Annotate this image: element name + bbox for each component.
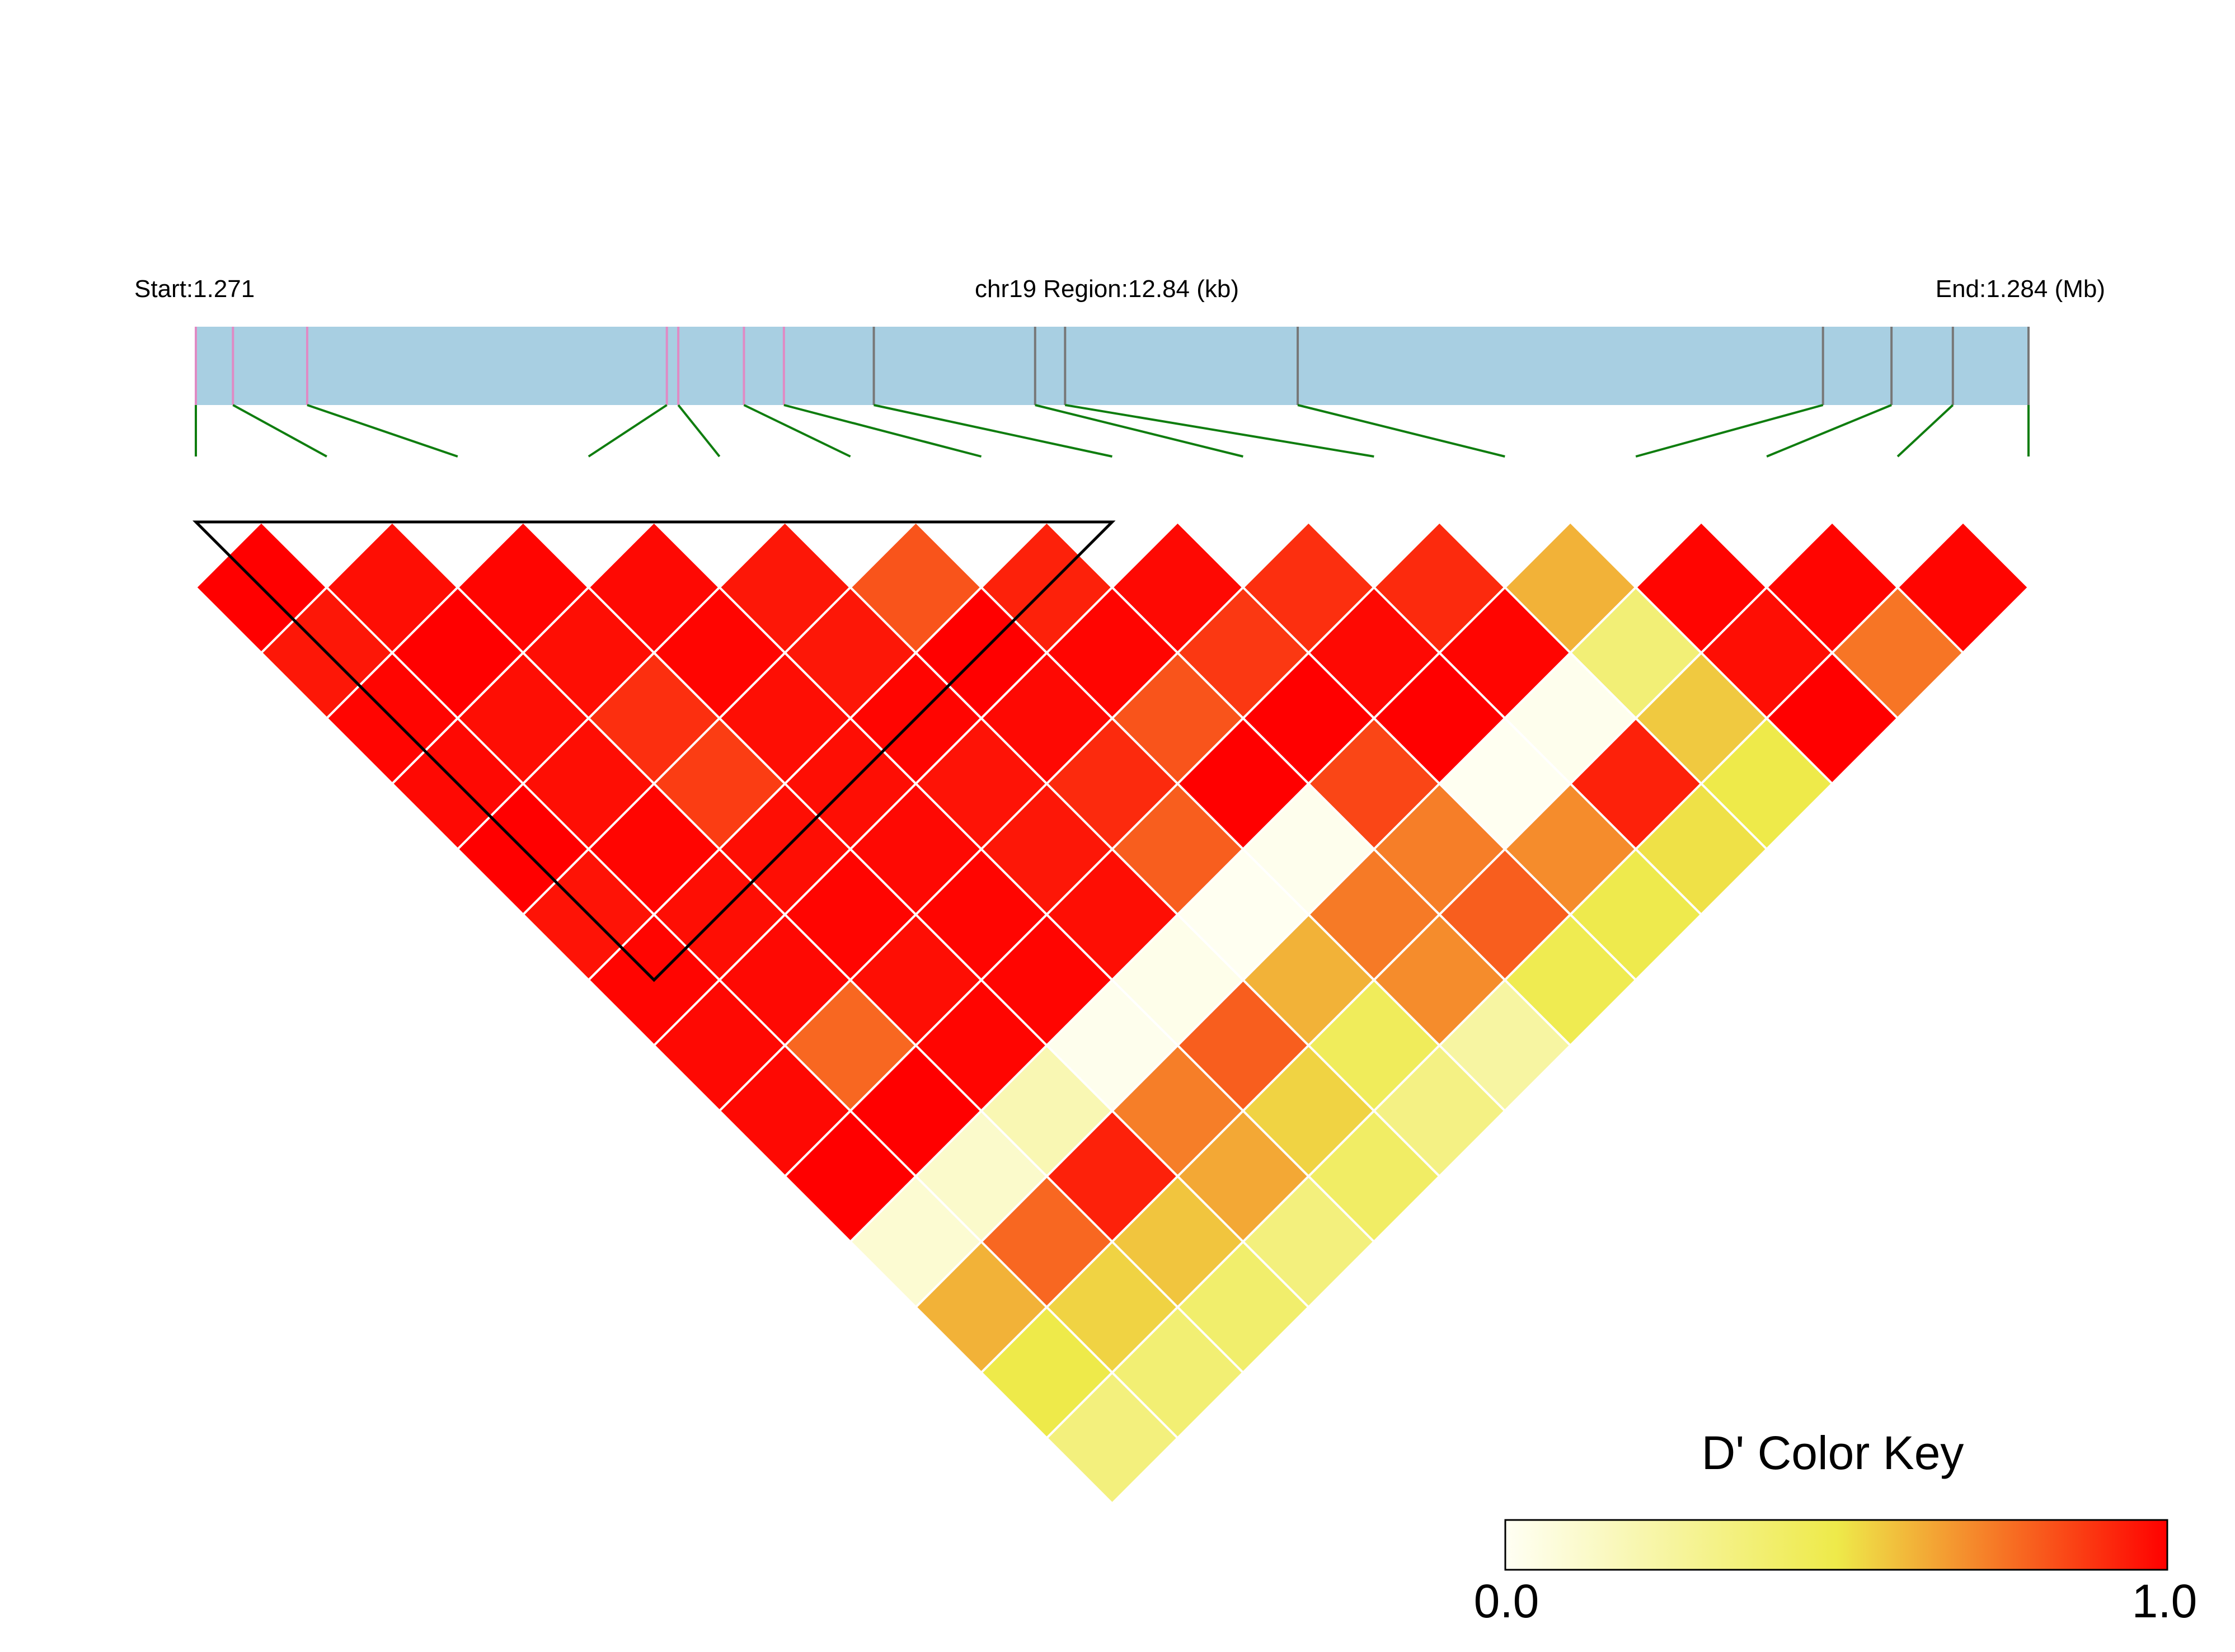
snp-connector bbox=[783, 404, 982, 458]
snp-connector bbox=[232, 404, 327, 458]
ld-cell bbox=[1045, 1371, 1180, 1505]
snp-connector bbox=[874, 404, 1112, 458]
snp-connector bbox=[743, 404, 851, 458]
ld-block-outline bbox=[192, 520, 1116, 982]
region-label: chr19 Region:12.84 (kb) bbox=[975, 275, 1239, 303]
color-key-bar bbox=[1504, 1519, 2168, 1571]
snp-connector bbox=[1297, 404, 1505, 458]
snp-connector bbox=[1035, 404, 1243, 458]
genomic-track bbox=[196, 327, 2029, 405]
start-label: Start:1.271 bbox=[134, 275, 255, 303]
snp-connector bbox=[1635, 404, 1824, 458]
ld-heatmap bbox=[194, 520, 2030, 1505]
snp-connector bbox=[1766, 404, 1892, 458]
color-key-max-label: 1.0 bbox=[2132, 1575, 2198, 1627]
snp-connectors bbox=[195, 404, 2030, 458]
color-key-title: D' Color Key bbox=[1702, 1427, 1964, 1479]
snp-connector bbox=[1065, 404, 1374, 458]
snp-connector bbox=[588, 404, 668, 458]
snp-markers bbox=[195, 327, 2030, 405]
snp-connector bbox=[1896, 404, 1954, 458]
snp-connector bbox=[677, 404, 721, 458]
snp-connector bbox=[307, 404, 458, 458]
end-label: End:1.284 (Mb) bbox=[1936, 275, 2105, 303]
ld-block-triangle bbox=[192, 520, 1116, 982]
color-key-min-label: 0.0 bbox=[1474, 1575, 1539, 1627]
